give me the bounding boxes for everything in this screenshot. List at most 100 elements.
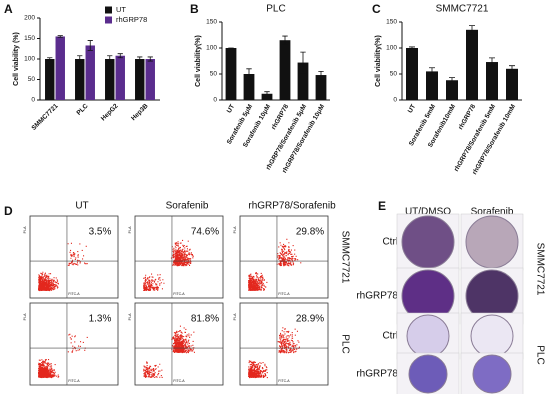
column-header: rhGRP78/Sorafenib [248, 201, 336, 212]
y-tick-label: 50 [28, 76, 36, 83]
y-axis-label: PI-A [233, 313, 237, 320]
row-label: SMMC7721 [339, 231, 350, 284]
error-bar [409, 46, 415, 50]
y-tick-label: 100 [206, 45, 217, 52]
y-tick-label: 150 [24, 35, 35, 42]
y-tick-label: 100 [386, 45, 397, 52]
cell-events [38, 242, 88, 292]
bar [297, 62, 309, 100]
percentage: 81.8% [191, 314, 219, 325]
legend-swatch [105, 6, 112, 14]
bar [466, 29, 478, 100]
bar [115, 55, 125, 100]
x-axis-label: FITC-A [68, 379, 80, 383]
legend-swatch [105, 16, 112, 24]
error-bar [147, 56, 153, 62]
error-bar [107, 55, 113, 63]
y-axis-label: Cell viability(%) [195, 35, 202, 87]
bar [145, 59, 155, 100]
cell-events [248, 238, 302, 291]
row-label: rhGRP78 [356, 369, 398, 380]
column-header: UT/DMSO [405, 207, 451, 218]
bar [225, 48, 237, 100]
cell-events [143, 325, 195, 378]
error-bar [87, 40, 93, 51]
error-bar [318, 71, 324, 80]
error-bar [489, 57, 495, 67]
cell-events [38, 333, 88, 379]
x-axis-label: FITC-A [173, 379, 185, 383]
chart-title: SMMC7721 [436, 4, 489, 15]
panel-label: D [4, 204, 13, 218]
percentage: 74.6% [191, 227, 219, 238]
error-bar [449, 77, 455, 84]
percentage: 1.3% [89, 314, 112, 325]
error-bar [117, 53, 123, 59]
colony-plate [401, 215, 455, 269]
percentage: 3.5% [89, 227, 112, 238]
bar [506, 68, 518, 100]
bar [45, 59, 55, 100]
error-bar [282, 35, 288, 45]
bar [426, 71, 438, 100]
bar [446, 80, 458, 100]
error-bar [77, 55, 83, 63]
bar [55, 36, 65, 100]
group-label: SMMC7721 [534, 243, 545, 296]
error-bar [57, 35, 63, 38]
x-tick-label: HepG2 [100, 102, 120, 122]
x-tick-label: Hep3B [130, 102, 150, 122]
y-tick-label: 200 [24, 15, 35, 22]
x-axis-label: FITC-A [278, 379, 290, 383]
error-bar [429, 67, 435, 76]
x-tick-label: UT [226, 103, 236, 114]
error-bar [509, 65, 515, 73]
cell-events [143, 239, 194, 291]
y-axis-label: PI-A [233, 226, 237, 233]
colony-plate [470, 314, 514, 358]
y-tick-label: 50 [390, 71, 398, 78]
bar [135, 59, 145, 100]
bar [486, 62, 498, 100]
panel-label: A [4, 2, 13, 16]
bar [261, 93, 273, 100]
y-tick-label: 100 [24, 56, 35, 63]
row-label: Ctrl [382, 237, 398, 248]
colony-plate [406, 314, 450, 358]
error-bar [246, 68, 252, 80]
y-axis-label: PI-A [128, 226, 132, 233]
row-label: Ctrl [382, 331, 398, 342]
x-axis-label: FITC-A [278, 292, 290, 296]
cell-events [248, 327, 300, 379]
y-tick-label: 150 [206, 19, 217, 26]
x-tick-label: SMMC7721 [30, 102, 59, 131]
y-axis-label: Cell viability (%) [13, 32, 20, 86]
bar [315, 75, 327, 100]
column-header: Sorafenib [471, 207, 514, 218]
row-label: PLC [339, 334, 350, 353]
y-axis-label: PI-A [128, 313, 132, 320]
y-tick-label: 150 [386, 19, 397, 26]
y-axis-label: PI-A [23, 226, 27, 233]
x-axis-label: FITC-A [173, 292, 185, 296]
x-tick-label: UT [407, 103, 417, 114]
error-bar [300, 51, 306, 74]
bar [243, 74, 255, 100]
panel-label: E [378, 199, 386, 213]
bar [406, 48, 418, 100]
row-label: rhGRP78 [356, 291, 398, 302]
y-tick-label: 0 [31, 97, 35, 104]
group-label: PLC [534, 345, 545, 364]
error-bar [469, 25, 475, 35]
panel-label: B [190, 2, 199, 16]
error-bar [137, 56, 143, 62]
bar [279, 40, 291, 100]
error-bar [264, 91, 270, 97]
panel-label: C [372, 2, 381, 16]
colony-plate [472, 354, 512, 394]
percentage: 29.8% [296, 227, 324, 238]
colony-plate [408, 354, 448, 394]
colony-plate [465, 215, 519, 269]
bar [105, 59, 115, 100]
column-header: Sorafenib [166, 201, 209, 212]
